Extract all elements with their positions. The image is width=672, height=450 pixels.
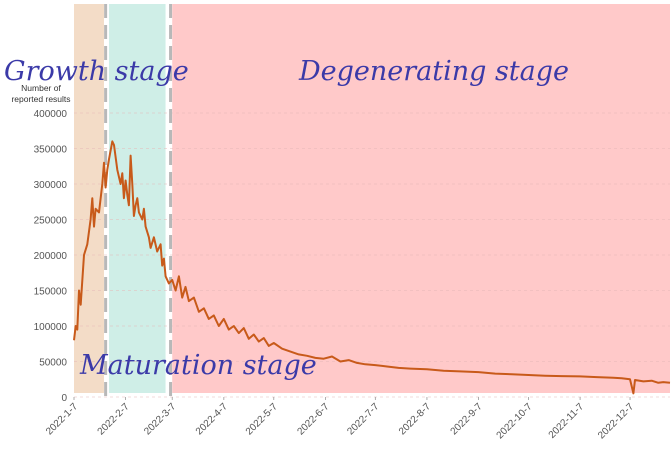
y-tick-label: 200000 bbox=[34, 251, 68, 262]
series-layer bbox=[73, 140, 671, 395]
x-tick-label: 2022-7-7 bbox=[345, 401, 381, 437]
series-line-0 bbox=[73, 140, 671, 395]
y-tick-label: 100000 bbox=[34, 322, 68, 333]
x-tick-label: 2022-8-7 bbox=[397, 401, 433, 437]
x-tick-label: 2022-10-7 bbox=[495, 401, 535, 441]
stage-dividers bbox=[104, 4, 173, 397]
y-tick-label: 250000 bbox=[34, 216, 68, 227]
stage-band-0 bbox=[74, 4, 104, 393]
y-tick-label: 300000 bbox=[34, 180, 68, 191]
y-axis-label-line: reported results bbox=[11, 94, 70, 104]
x-tick-label: 2022-12-7 bbox=[596, 401, 636, 441]
y-tick-label: 350000 bbox=[34, 145, 68, 156]
x-tick-label: 2022-6-7 bbox=[295, 401, 331, 437]
x-tick-label: 2022-5-7 bbox=[244, 401, 280, 437]
y-tick-label: 0 bbox=[61, 393, 67, 404]
stage-label-2: Degenerating stage bbox=[298, 56, 569, 87]
x-tick-label: 2022-3-7 bbox=[142, 401, 178, 437]
y-axis-label-line: Number of bbox=[21, 83, 61, 93]
x-axis: 2022-1-7 2022-2-7 2022-3-7 2022-4-7 2022-5-7… bbox=[44, 397, 636, 441]
y-tick-label: 150000 bbox=[34, 287, 68, 298]
y-tick-label: 400000 bbox=[34, 109, 68, 120]
x-tick-label: 2022-9-7 bbox=[449, 401, 485, 437]
x-tick-label: 2022-1-7 bbox=[44, 401, 80, 437]
y-tick-label: 50000 bbox=[39, 358, 67, 369]
x-tick-label: 2022-2-7 bbox=[96, 401, 132, 437]
stage-label-0: Growth stage bbox=[4, 56, 189, 87]
x-tick-label: 2022-11-7 bbox=[547, 401, 587, 441]
stage-labels: Growth stage Maturation stage Degenerating… bbox=[4, 56, 569, 381]
y-axis: 0 50000 100000 150000 200000 250000 300000 3500… bbox=[34, 109, 68, 404]
stage-label-1: Maturation stage bbox=[79, 350, 317, 381]
x-tick-label: 2022-4-7 bbox=[194, 401, 230, 437]
stage-band-2 bbox=[172, 4, 671, 393]
